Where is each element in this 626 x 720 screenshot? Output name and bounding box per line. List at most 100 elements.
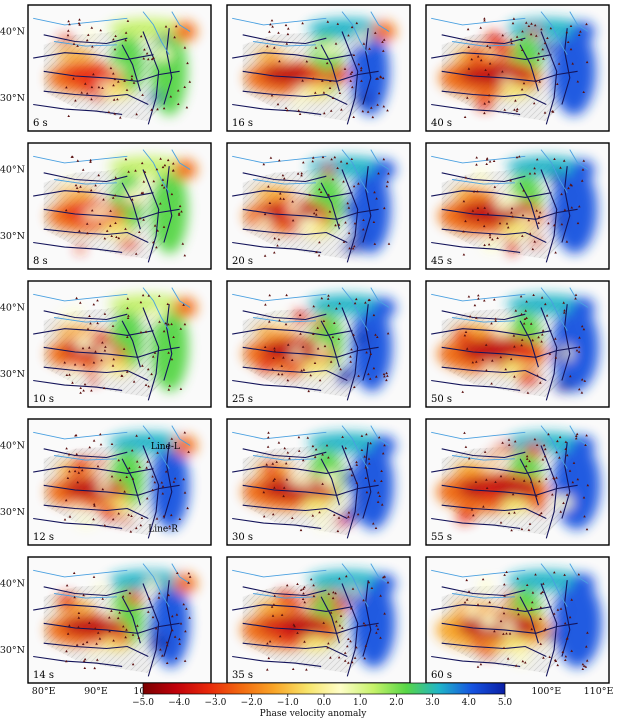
stations bbox=[65, 18, 192, 119]
map-panel: 14 s bbox=[27, 556, 212, 684]
y-tick-label: 30°N bbox=[0, 93, 25, 104]
stations bbox=[266, 19, 389, 119]
period-label: 12 s bbox=[33, 532, 54, 543]
map-panel: 16 s bbox=[226, 4, 411, 132]
stations bbox=[262, 431, 386, 533]
map-panel: 30 s bbox=[226, 418, 411, 546]
stations bbox=[266, 574, 390, 671]
map-panel: 25 s bbox=[226, 280, 411, 408]
panel-frame bbox=[27, 418, 212, 546]
block-boundaries bbox=[33, 28, 180, 125]
block-boundaries bbox=[431, 304, 578, 401]
y-tick-label: 40°N bbox=[0, 27, 25, 38]
colorbar-scale bbox=[142, 682, 506, 695]
colorbar-tick-label: 1.0 bbox=[353, 698, 368, 708]
period-label: 40 s bbox=[431, 118, 452, 129]
panel-frame bbox=[425, 142, 610, 270]
colorbar-tick-label: 4.0 bbox=[462, 698, 477, 708]
stations bbox=[64, 155, 187, 257]
map-panel: 8 s bbox=[27, 142, 212, 270]
panel-frame bbox=[226, 280, 411, 408]
y-axis-ticks: 40°N 30°N 40°N 30°N 40°N 30°N 40°N 30°N 40°N 30°N bbox=[0, 27, 25, 656]
rivers bbox=[232, 287, 390, 331]
y-tick-label: 30°N bbox=[0, 369, 25, 380]
rivers bbox=[33, 563, 191, 607]
panel-frame bbox=[226, 4, 411, 132]
period-label: 10 s bbox=[33, 394, 54, 405]
period-label: 55 s bbox=[431, 532, 452, 543]
colorbar-tick-label: −2.0 bbox=[241, 698, 263, 708]
y-tick-label: 40°N bbox=[0, 165, 25, 176]
panel-frame bbox=[226, 418, 411, 546]
stations bbox=[463, 431, 590, 532]
map-panel: 40 s bbox=[425, 4, 610, 132]
colorbar-tick-label: 0.0 bbox=[317, 698, 332, 708]
period-label: 6 s bbox=[33, 118, 48, 129]
map-panel: 35 s bbox=[226, 556, 411, 684]
period-label: 25 s bbox=[232, 394, 253, 405]
colorbar-tick-label: 3.0 bbox=[425, 698, 440, 708]
colorbar-tick-label: 2.0 bbox=[389, 698, 404, 708]
period-label: 20 s bbox=[232, 256, 253, 267]
block-boundaries bbox=[232, 166, 379, 263]
stations bbox=[262, 155, 391, 257]
x-tick-label: 80°E bbox=[32, 686, 56, 697]
period-label: 16 s bbox=[232, 118, 253, 129]
rivers bbox=[431, 563, 589, 607]
profile-line-label: Line-R bbox=[148, 525, 178, 535]
y-tick-label: 40°N bbox=[0, 303, 25, 314]
y-tick-label: 40°N bbox=[0, 579, 25, 590]
rivers bbox=[431, 11, 589, 55]
block-boundaries bbox=[33, 442, 180, 539]
rivers bbox=[232, 11, 390, 55]
rivers bbox=[33, 149, 191, 193]
panel-frame bbox=[27, 142, 212, 270]
x-tick-label: 110°E bbox=[584, 686, 614, 697]
map-panel: 50 s bbox=[425, 280, 610, 408]
colorbar-label: Phase velocity anomaly bbox=[260, 709, 368, 719]
map-panel: 45 s bbox=[425, 142, 610, 270]
panel-frame bbox=[27, 556, 212, 684]
stations bbox=[462, 155, 586, 256]
block-boundaries bbox=[33, 166, 180, 263]
period-label: 30 s bbox=[232, 532, 253, 543]
block-boundaries bbox=[431, 442, 578, 539]
map-panel: 10 s bbox=[27, 280, 212, 408]
colorbar-tick-label: −3.0 bbox=[204, 698, 226, 708]
panel-frame bbox=[425, 418, 610, 546]
colorbar-tick-label: −4.0 bbox=[168, 698, 190, 708]
colorbar-tick-label: −5.0 bbox=[132, 698, 154, 708]
period-label: 35 s bbox=[232, 670, 253, 681]
block-boundaries bbox=[232, 580, 379, 677]
colorbar-tick-label: 5.0 bbox=[498, 698, 513, 708]
panel-grid: 6 s 8 s 10 s 12 s Line-L Line-R 14 s 16 s 20 s 25… bbox=[27, 4, 610, 684]
panel-frame bbox=[425, 4, 610, 132]
map-panel: 60 s bbox=[425, 556, 610, 684]
panel-frame bbox=[226, 142, 411, 270]
block-boundaries bbox=[232, 304, 379, 401]
block-boundaries bbox=[33, 304, 180, 401]
stations bbox=[463, 17, 589, 118]
y-tick-label: 40°N bbox=[0, 441, 25, 452]
profile-line-label: Line-L bbox=[151, 442, 180, 452]
block-boundaries bbox=[33, 580, 180, 677]
stations bbox=[461, 293, 587, 394]
anomaly-field bbox=[437, 294, 599, 392]
period-label: 60 s bbox=[431, 670, 452, 681]
period-label: 8 s bbox=[33, 256, 48, 267]
map-panel: 20 s bbox=[226, 142, 411, 270]
y-tick-label: 30°N bbox=[0, 507, 25, 518]
rivers bbox=[33, 425, 191, 469]
map-panel: 6 s bbox=[27, 4, 212, 132]
block-boundaries bbox=[431, 28, 578, 125]
rivers bbox=[232, 425, 390, 469]
panel-frame bbox=[425, 280, 610, 408]
x-tick-label: 90°E bbox=[84, 686, 108, 697]
colorbar-tick-label: −1.0 bbox=[277, 698, 299, 708]
rivers bbox=[33, 11, 191, 55]
map-panel: 12 s Line-L Line-R bbox=[27, 418, 212, 546]
stations bbox=[63, 293, 187, 394]
block-boundaries bbox=[232, 442, 379, 539]
stations bbox=[63, 431, 190, 533]
